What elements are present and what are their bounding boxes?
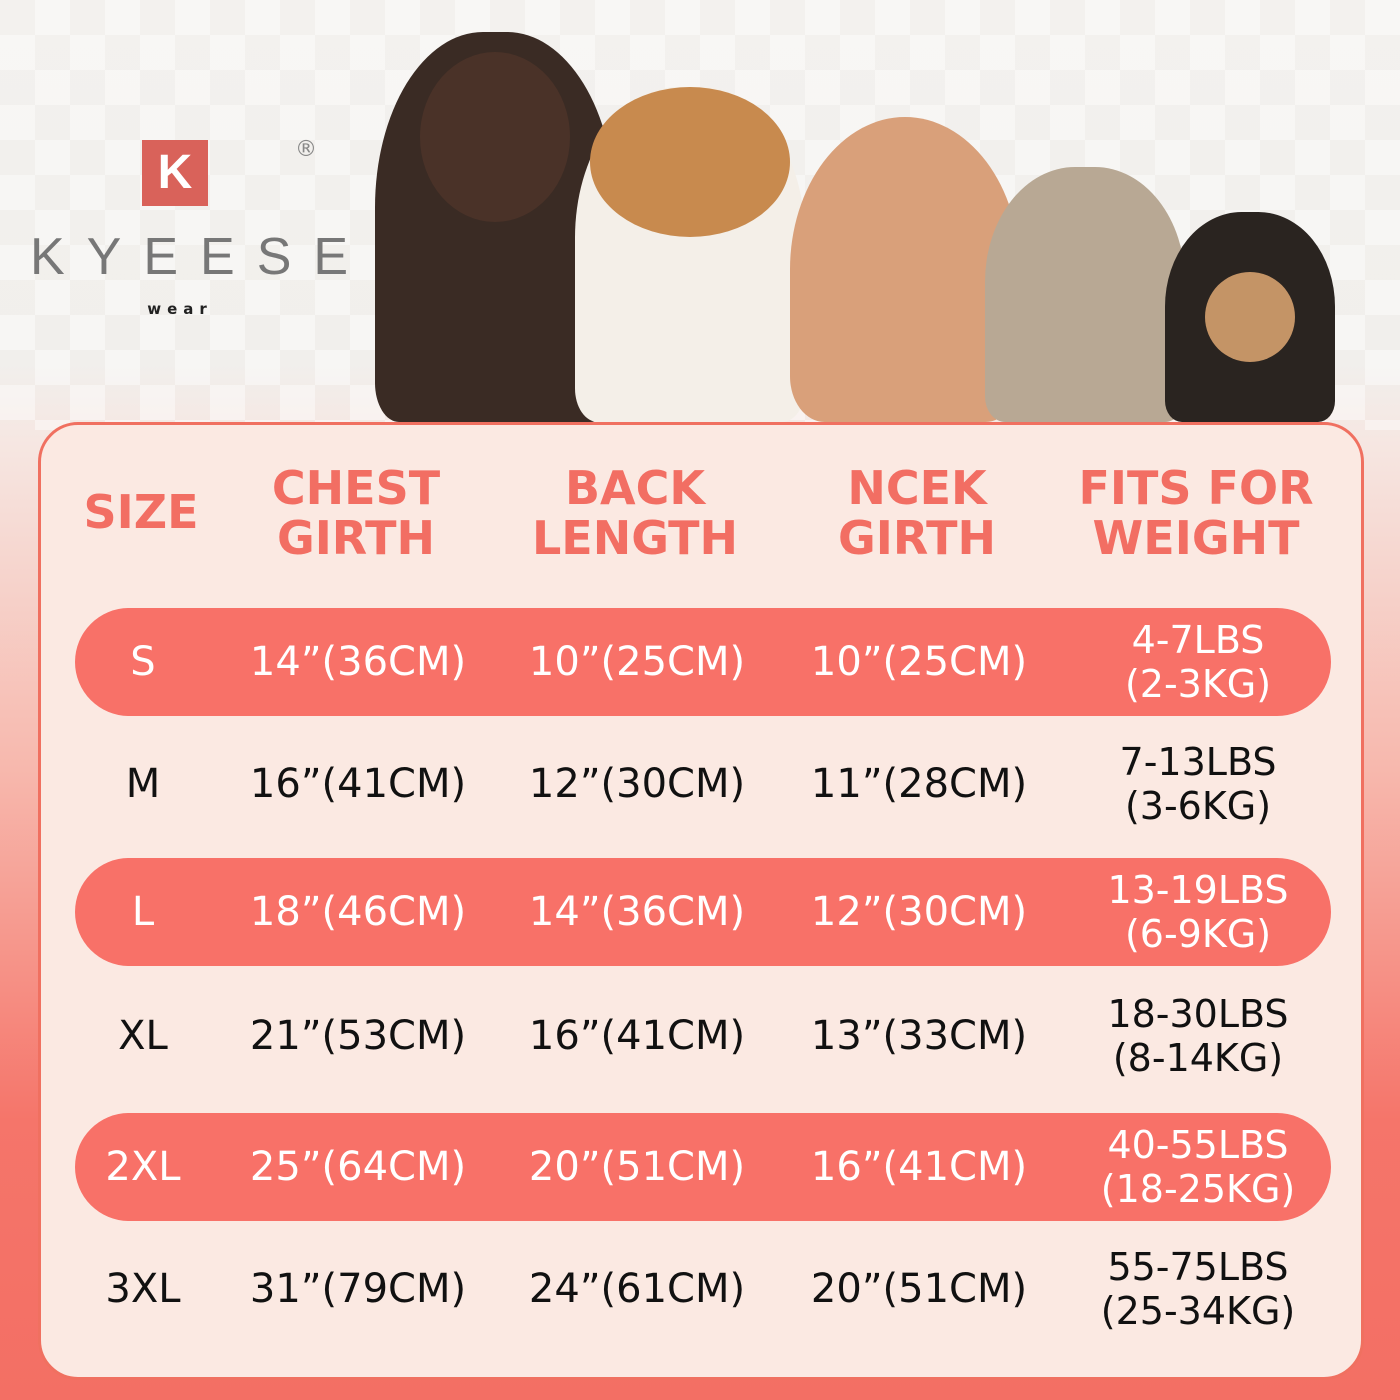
cell-neck: 11”(28CM) bbox=[810, 761, 1028, 807]
cell-weight-kg: (3-6KG) bbox=[1124, 784, 1272, 828]
cell-size: L bbox=[131, 889, 155, 935]
cell-size: 2XL bbox=[105, 1144, 181, 1190]
cell-back: 24”(61CM) bbox=[528, 1266, 746, 1312]
table-row-m: M 16”(41CM) 12”(30CM) 11”(28CM) 7-13LBS (3-6K… bbox=[75, 730, 1331, 838]
cell-size: XL bbox=[118, 1013, 168, 1059]
cell-weight-lbs: 18-30LBS bbox=[1107, 992, 1289, 1036]
header-chest-girth: CHEST GIRTH bbox=[271, 461, 441, 565]
cell-weight-lbs: 7-13LBS bbox=[1119, 740, 1277, 784]
cell-chest: 25”(64CM) bbox=[249, 1144, 467, 1190]
cell-neck: 12”(30CM) bbox=[810, 889, 1028, 935]
dog-schnauzer-image bbox=[985, 167, 1185, 422]
cell-size: M bbox=[125, 761, 161, 807]
cell-size: 3XL bbox=[105, 1266, 181, 1312]
cell-weight: 40-55LBS (18-25KG) bbox=[1101, 1113, 1295, 1221]
cell-weight-kg: (18-25KG) bbox=[1100, 1167, 1296, 1211]
brand-name: KYEESE bbox=[30, 228, 371, 286]
size-chart-table: SIZE CHEST GIRTH BACK LENGTH NCEK GIRTH FIT… bbox=[38, 422, 1364, 1380]
cell-chest: 21”(53CM) bbox=[249, 1013, 467, 1059]
table-row-s: S 14”(36CM) 10”(25CM) 10”(25CM) 4-7LBS (2-3KG… bbox=[75, 608, 1331, 716]
cell-weight: 18-30LBS (8-14KG) bbox=[1107, 982, 1288, 1090]
cell-neck: 16”(41CM) bbox=[810, 1144, 1028, 1190]
dog-chihuahua-image bbox=[1165, 212, 1335, 422]
logo-k-mark: K bbox=[142, 140, 208, 206]
cell-neck: 20”(51CM) bbox=[810, 1266, 1028, 1312]
cell-chest: 18”(46CM) bbox=[249, 889, 467, 935]
cell-weight-kg: (6-9KG) bbox=[1124, 912, 1272, 956]
cell-back: 10”(25CM) bbox=[528, 639, 746, 685]
header-back-length: BACK LENGTH bbox=[531, 461, 739, 565]
table-row-l: L 18”(46CM) 14”(36CM) 12”(30CM) 13-19LBS (6-9… bbox=[75, 858, 1331, 966]
cell-weight-kg: (2-3KG) bbox=[1124, 662, 1272, 706]
cell-size: S bbox=[130, 639, 156, 685]
header-size: SIZE bbox=[83, 485, 199, 539]
header-neck-girth: NCEK GIRTH bbox=[837, 461, 997, 565]
cell-weight: 7-13LBS (3-6KG) bbox=[1120, 730, 1277, 838]
cell-weight: 55-75LBS (25-34KG) bbox=[1101, 1235, 1295, 1343]
cell-weight-lbs: 4-7LBS bbox=[1131, 618, 1265, 662]
cell-weight-kg: (8-14KG) bbox=[1112, 1036, 1284, 1080]
header-weight: FITS FOR WEIGHT bbox=[1078, 461, 1314, 565]
cell-weight-kg: (25-34KG) bbox=[1100, 1289, 1296, 1333]
cell-back: 14”(36CM) bbox=[528, 889, 746, 935]
cell-neck: 13”(33CM) bbox=[810, 1013, 1028, 1059]
table-row-3xl: 3XL 31”(79CM) 24”(61CM) 20”(51CM) 55-75LBS (2… bbox=[75, 1235, 1331, 1343]
cell-weight-lbs: 13-19LBS bbox=[1107, 868, 1289, 912]
cell-chest: 14”(36CM) bbox=[249, 639, 467, 685]
dog-beagle-image bbox=[575, 87, 805, 422]
table-row-2xl: 2XL 25”(64CM) 20”(51CM) 16”(41CM) 40-55LBS (1… bbox=[75, 1113, 1331, 1221]
brand-logo: K ® KYEESE wear bbox=[30, 135, 371, 325]
cell-chest: 16”(41CM) bbox=[249, 761, 467, 807]
brand-subtitle: wear bbox=[147, 300, 213, 318]
cell-weight: 13-19LBS (6-9KG) bbox=[1107, 858, 1288, 966]
cell-back: 12”(30CM) bbox=[528, 761, 746, 807]
cell-back: 16”(41CM) bbox=[528, 1013, 746, 1059]
cell-back: 20”(51CM) bbox=[528, 1144, 746, 1190]
cell-chest: 31”(79CM) bbox=[249, 1266, 467, 1312]
dog-poodle-image bbox=[790, 117, 1020, 422]
cell-neck: 10”(25CM) bbox=[810, 639, 1028, 685]
cell-weight-lbs: 55-75LBS bbox=[1107, 1245, 1289, 1289]
table-row-xl: XL 21”(53CM) 16”(41CM) 13”(33CM) 18-30LBS (8-… bbox=[75, 982, 1331, 1090]
cell-weight: 4-7LBS (2-3KG) bbox=[1125, 608, 1271, 716]
registered-mark: ® bbox=[295, 137, 317, 162]
cell-weight-lbs: 40-55LBS bbox=[1107, 1123, 1289, 1167]
